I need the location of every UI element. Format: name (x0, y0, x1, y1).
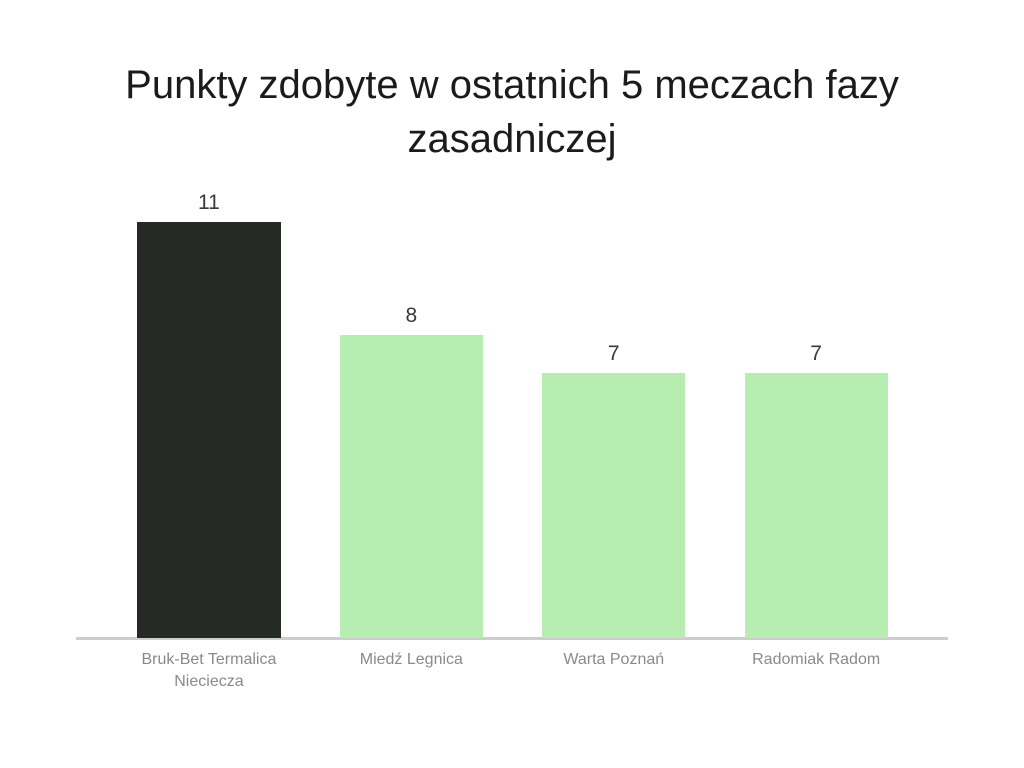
bar-value-label: 7 (607, 342, 620, 366)
bar-group: 7 (744, 341, 888, 638)
bar (339, 335, 483, 638)
bar-value-label: 7 (810, 342, 822, 366)
category-label: Miedź Legnica (359, 651, 463, 668)
bar-value-label: 8 (405, 304, 418, 328)
bar-group: 7 (542, 341, 686, 638)
x-axis-line (76, 637, 948, 640)
chart-title-line-2: zasadniczej (407, 117, 617, 161)
chart-title: Punkty zdobyte w ostatnich 5 meczach faz… (0, 58, 1024, 166)
category-label: Warta Poznań (563, 651, 665, 668)
bar-group: 11 (137, 190, 281, 638)
bar-value-label: 11 (198, 190, 220, 214)
category-label: Bruk-Bet Termalica Nieciecza (141, 651, 277, 690)
bar (744, 373, 888, 638)
bar (137, 221, 281, 638)
chart-title-line-1: Punkty zdobyte w ostatnich 5 meczach faz… (125, 63, 899, 107)
bar (542, 373, 686, 638)
category-label: Radomiak Radom (752, 651, 881, 668)
bar-group: 8 (339, 303, 483, 638)
